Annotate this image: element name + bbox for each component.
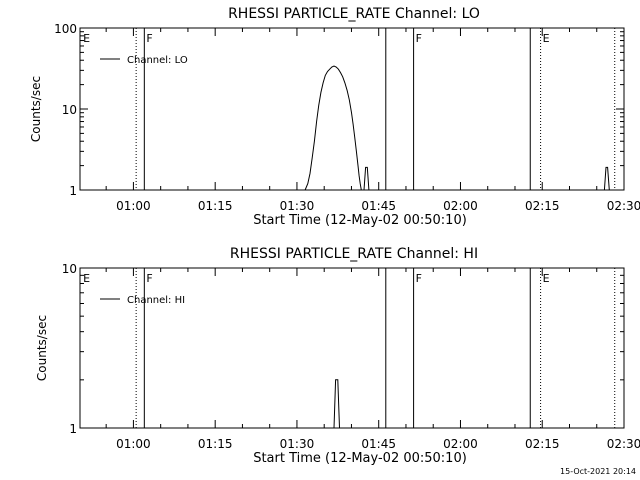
chart-title-hi: RHESSI PARTICLE_RATE Channel: HI <box>230 246 478 262</box>
x-tick-label-hi: 01:15 <box>198 437 233 451</box>
event-marker-label-hi: E <box>83 272 90 285</box>
y-axis-label-hi: Counts/sec <box>35 315 49 381</box>
event-marker-label-lo: F <box>146 32 152 45</box>
x-tick-label-lo: 01:45 <box>361 199 396 213</box>
x-tick-label-hi: 01:45 <box>361 437 396 451</box>
x-tick-label-lo: 01:15 <box>198 199 233 213</box>
plot-frame-hi <box>79 267 625 429</box>
x-tick-label-lo: 02:30 <box>607 199 640 213</box>
y-tick-label-hi: 1 <box>69 422 77 436</box>
x-tick-label-lo: 01:00 <box>116 199 151 213</box>
plot-frame-lo <box>79 27 625 191</box>
series-line-lo-0 <box>304 65 365 191</box>
panel-hi: RHESSI PARTICLE_RATE Channel: HI 01:00 01:… <box>35 246 640 466</box>
series-line-hi-0 <box>333 379 340 429</box>
series-line-lo-2 <box>603 166 610 191</box>
x-tick-label-hi: 02:00 <box>443 437 478 451</box>
x-tick-label-lo: 01:30 <box>280 199 315 213</box>
chart-title-lo: RHESSI PARTICLE_RATE Channel: LO <box>228 6 480 22</box>
y-tick-label-lo: 10 <box>62 103 77 117</box>
panel-lo: RHESSI PARTICLE_RATE Channel: LO 01:00 01:… <box>29 6 640 228</box>
x-tick-label-hi: 02:30 <box>607 437 640 451</box>
x-tick-label-hi: 01:00 <box>116 437 151 451</box>
y-tick-label-lo: 100 <box>54 22 77 36</box>
event-marker-label-lo: F <box>416 32 422 45</box>
x-axis-label-lo: Start Time (12-May-02 00:50:10) <box>253 213 467 228</box>
event-marker-label-hi: F <box>146 272 152 285</box>
series-line-lo-1 <box>363 166 370 191</box>
y-tick-label-lo: 1 <box>69 184 77 198</box>
x-tick-label-lo: 02:00 <box>443 199 478 213</box>
event-marker-label-hi: E <box>543 272 550 285</box>
y-axis-label-lo: Counts/sec <box>29 76 43 142</box>
x-axis-label-hi: Start Time (12-May-02 00:50:10) <box>253 451 467 466</box>
legend-label-lo: Channel: LO <box>127 55 188 66</box>
x-tick-label-lo: 02:15 <box>525 199 560 213</box>
legend-label-hi: Channel: HI <box>127 295 185 306</box>
plot-timestamp: 15-Oct-2021 20:14 <box>560 467 636 476</box>
event-marker-label-lo: E <box>543 32 550 45</box>
event-marker-label-hi: F <box>416 272 422 285</box>
x-tick-label-hi: 01:30 <box>280 437 315 451</box>
y-tick-label-hi: 10 <box>62 262 77 276</box>
event-marker-label-lo: E <box>83 32 90 45</box>
x-tick-label-hi: 02:15 <box>525 437 560 451</box>
